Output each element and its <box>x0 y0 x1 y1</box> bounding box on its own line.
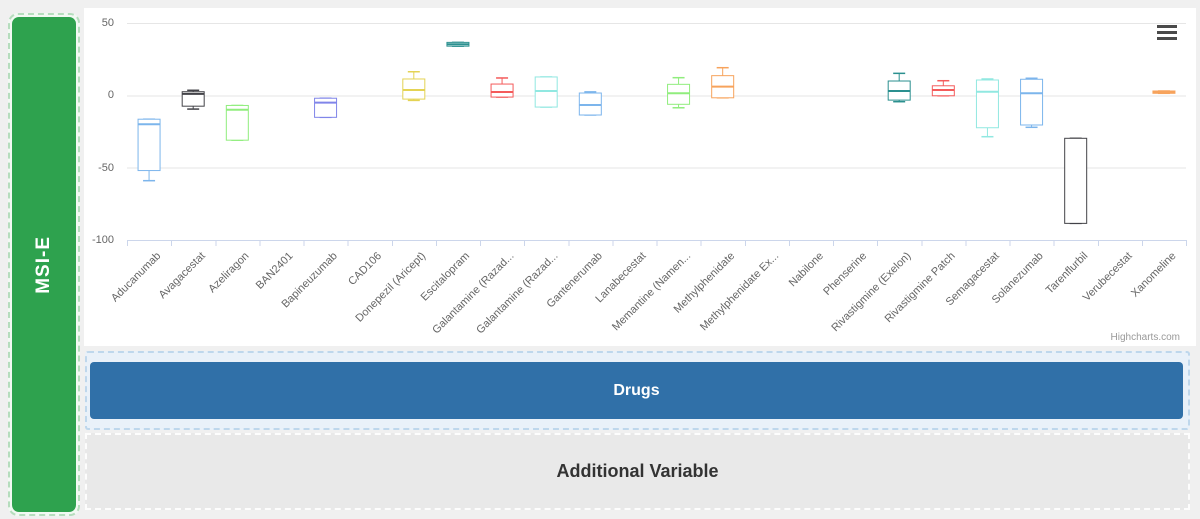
boxplot-box[interactable] <box>887 72 911 103</box>
msie-variable-pill[interactable]: MSI-E <box>12 17 76 512</box>
additional-variable-label: Additional Variable <box>556 461 719 481</box>
y-axis-tick-label: -100 <box>91 234 114 246</box>
boxplot-box[interactable] <box>446 41 470 47</box>
boxplot-box[interactable] <box>225 104 249 141</box>
y-axis-tick-label: -50 <box>98 161 114 174</box>
y-axis-tick-label: 0 <box>107 89 114 102</box>
boxplot-box[interactable] <box>711 66 735 99</box>
boxplot-box[interactable] <box>137 118 161 182</box>
y-axis-tick-label: 50 <box>101 17 114 29</box>
hamburger-icon[interactable] <box>1156 24 1178 41</box>
boxplot-box[interactable] <box>490 77 514 98</box>
hamburger-bar <box>1157 25 1177 28</box>
boxplot-box[interactable] <box>931 79 955 97</box>
y-variable-label: MSI-E <box>33 235 54 294</box>
drugs-variable-pill[interactable]: Drugs <box>90 362 1183 419</box>
boxplot-box[interactable] <box>1020 77 1044 129</box>
boxplot-box[interactable] <box>534 76 558 108</box>
boxplot-chart-panel: 50 0 -50 -100 Aducanumab Avagacestat Azelirag… <box>84 8 1196 346</box>
additional-variable-drop-zone[interactable]: Additional Variable <box>85 433 1190 510</box>
boxplot-plot-area <box>127 23 1187 246</box>
x-variable-label: Drugs <box>613 381 660 399</box>
boxplot-box[interactable] <box>667 76 691 109</box>
hamburger-bar <box>1157 37 1177 40</box>
boxplot-box[interactable] <box>1152 90 1176 95</box>
boxplot-box[interactable] <box>402 71 426 102</box>
boxplot-box[interactable] <box>181 89 205 110</box>
boxplot-box[interactable] <box>578 91 602 116</box>
hamburger-bar <box>1157 31 1177 34</box>
y-variable-drop-zone[interactable]: MSI-E <box>8 13 80 516</box>
x-variable-drop-zone[interactable]: Drugs <box>85 351 1190 430</box>
boxplot-box[interactable] <box>1064 137 1088 225</box>
boxplot-box[interactable] <box>975 78 999 138</box>
highcharts-credits[interactable]: Highcharts.com <box>1110 332 1180 343</box>
boxplot-box[interactable] <box>314 97 338 119</box>
